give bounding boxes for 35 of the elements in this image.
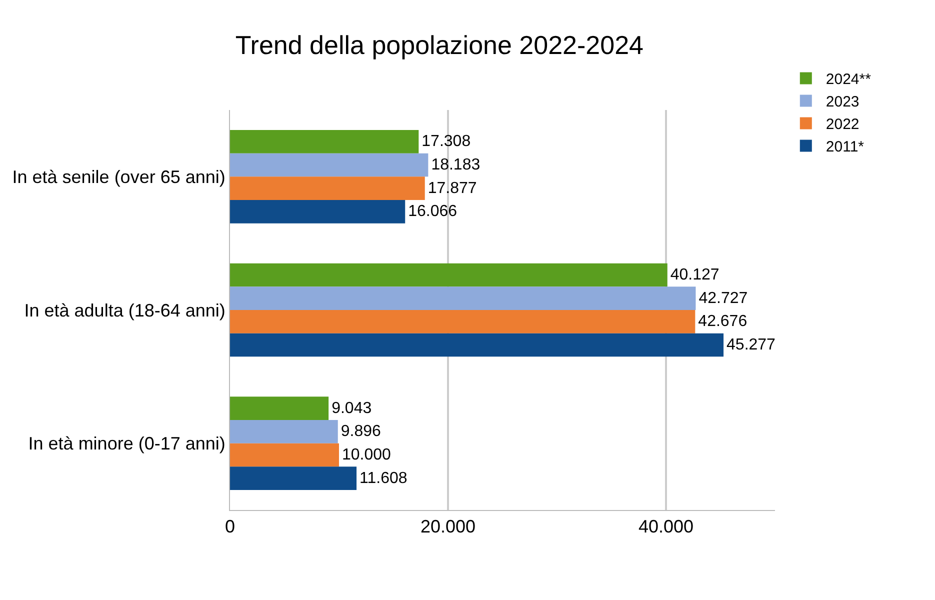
y-tick-label: In età adulta (18-64 anni) [24, 300, 226, 320]
bar [230, 420, 338, 444]
data-label: 16.066 [408, 203, 458, 220]
data-label: 10.000 [342, 446, 392, 464]
data-label: 42.676 [698, 313, 748, 330]
bar [230, 396, 329, 420]
bar [230, 443, 339, 467]
bar [230, 130, 419, 154]
data-label: 18.183 [431, 156, 480, 174]
legend-label: 2011* [826, 138, 864, 156]
bar [230, 200, 406, 224]
x-tick-label: 20.000 [420, 516, 476, 537]
bar [230, 263, 668, 287]
y-tick-label: In età senile (over 65 anni) [12, 166, 226, 187]
data-label: 11.608 [360, 470, 408, 487]
x-tick-label: 0 [224, 516, 236, 537]
legend-label: 2022 [826, 116, 860, 134]
data-label: 42.727 [698, 290, 748, 307]
bar [230, 310, 696, 334]
data-label: 9.043 [332, 400, 372, 417]
legend-label: 2023 [826, 94, 860, 111]
data-label: 17.877 [428, 180, 477, 197]
x-tick-label: 40.000 [638, 516, 694, 537]
data-label: 40.127 [670, 266, 720, 284]
bar [230, 176, 425, 200]
bar [230, 333, 724, 357]
bar [230, 153, 428, 177]
data-label: 45.277 [726, 336, 776, 354]
bar [230, 286, 696, 310]
y-tick-label: In età minore (0-17 anni) [28, 434, 226, 454]
data-label: 9.896 [340, 423, 382, 440]
data-label: 17.308 [422, 133, 471, 150]
legend-label: 2024** [826, 71, 872, 88]
chart-title: Trend della popolazione 2022-2024 [235, 30, 644, 60]
bar [230, 466, 357, 490]
